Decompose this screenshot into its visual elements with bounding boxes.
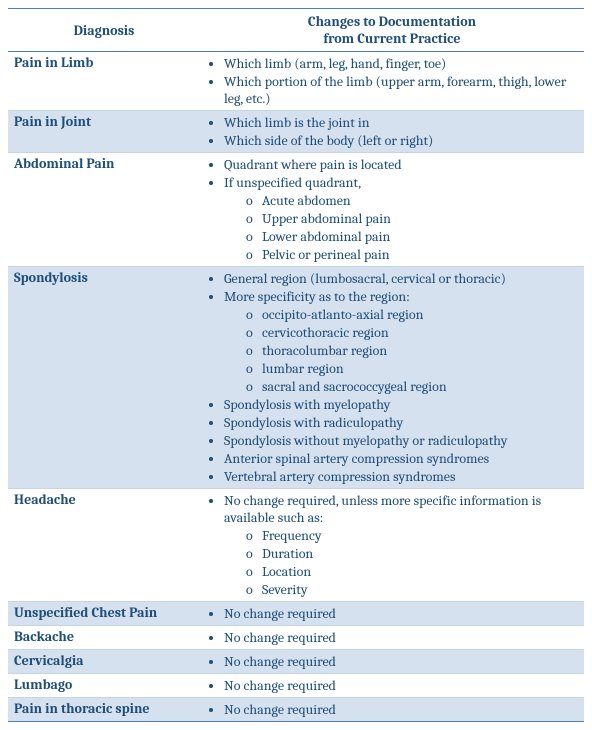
diagnosis-cell: Lumbago: [8, 674, 200, 698]
change-subitem: cervicothoracic region: [246, 324, 574, 341]
header-changes-line2: from Current Practice: [323, 30, 460, 47]
table-row: Backache No change required: [8, 626, 584, 650]
diagnosis-cell: Pain in Joint: [8, 111, 200, 153]
table-body: Pain in Limb Which limb (arm, leg, hand, …: [8, 52, 584, 722]
documentation-changes-table: Diagnosis Changes to Documentation from …: [8, 8, 584, 722]
changes-cell: No change required: [200, 602, 584, 626]
change-bullet: Vertebral artery compression syndromes: [224, 468, 574, 485]
change-bullet: Spondylosis with radiculopathy: [224, 414, 574, 431]
table-row: HeadacheNo change required, unless more …: [8, 489, 584, 602]
diagnosis-cell: Headache: [8, 489, 200, 602]
changes-cell: Which limb (arm, leg, hand, finger, toe)…: [200, 52, 584, 111]
changes-cell: Quadrant where pain is locatedIf unspeci…: [200, 153, 584, 267]
changes-list: General region (lumbosacral, cervical or…: [224, 270, 578, 485]
changes-list: No change required: [224, 653, 578, 670]
change-bullet: Spondylosis with myelopathy: [224, 396, 574, 413]
changes-list: No change required: [224, 677, 578, 694]
table-row: Pain in Limb Which limb (arm, leg, hand, …: [8, 52, 584, 111]
changes-list: Quadrant where pain is locatedIf unspeci…: [224, 156, 578, 263]
change-subitem: Location: [246, 563, 574, 580]
change-subitem: occipito-atlanto-axial region: [246, 306, 574, 323]
change-sublist: occipito-atlanto-axial regioncervicothor…: [246, 306, 574, 395]
changes-list: Which limb (arm, leg, hand, finger, toe)…: [224, 55, 578, 107]
change-bullet: Which side of the body (left or right): [224, 132, 574, 149]
change-subitem: Upper abdominal pain: [246, 210, 574, 227]
change-bullet: Which limb is the joint in: [224, 114, 574, 131]
table-row: Pain in thoracic spine No change required: [8, 698, 584, 722]
change-bullet: Which limb (arm, leg, hand, finger, toe): [224, 55, 574, 72]
diagnosis-cell: Pain in thoracic spine: [8, 698, 200, 722]
change-subitem: Lower abdominal pain: [246, 228, 574, 245]
change-bullet: Which portion of the limb (upper arm, fo…: [224, 73, 574, 107]
changes-cell: No change required: [200, 674, 584, 698]
change-bullet: No change required: [224, 701, 574, 718]
changes-cell: No change required: [200, 698, 584, 722]
change-subitem: sacral and sacrococcygeal region: [246, 378, 574, 395]
change-bullet: Anterior spinal artery compression syndr…: [224, 450, 574, 467]
change-bullet: No change required, unless more specific…: [224, 492, 574, 598]
table-row: Pain in Joint Which limb is the joint inW…: [8, 111, 584, 153]
change-bullet: No change required: [224, 677, 574, 694]
change-bullet: Spondylosis without myelopathy or radicu…: [224, 432, 574, 449]
header-changes: Changes to Documentation from Current Pr…: [200, 9, 584, 52]
table-row: Lumbago No change required: [8, 674, 584, 698]
change-subitem: Acute abdomen: [246, 192, 574, 209]
changes-cell: No change required, unless more specific…: [200, 489, 584, 602]
changes-list: No change required: [224, 605, 578, 622]
changes-list: Which limb is the joint inWhich side of …: [224, 114, 578, 149]
table-row: Unspecified Chest Pain No change required: [8, 602, 584, 626]
change-subitem: Pelvic or perineal pain: [246, 246, 574, 263]
change-bullet: More specificity as to the region:occipi…: [224, 288, 574, 395]
changes-cell: No change required: [200, 650, 584, 674]
change-bullet: Quadrant where pain is located: [224, 156, 574, 173]
table-row: Spondylosis General region (lumbosacral, …: [8, 267, 584, 489]
header-row: Diagnosis Changes to Documentation from …: [8, 9, 584, 52]
change-bullet: No change required: [224, 653, 574, 670]
change-subitem: thoracolumbar region: [246, 342, 574, 359]
changes-cell: General region (lumbosacral, cervical or…: [200, 267, 584, 489]
change-subitem: Duration: [246, 545, 574, 562]
changes-list: No change required: [224, 701, 578, 718]
change-bullet: General region (lumbosacral, cervical or…: [224, 270, 574, 287]
change-subitem: Severity: [246, 581, 574, 598]
changes-cell: No change required: [200, 626, 584, 650]
diagnosis-cell: Pain in Limb: [8, 52, 200, 111]
diagnosis-cell: Cervicalgia: [8, 650, 200, 674]
diagnosis-cell: Unspecified Chest Pain: [8, 602, 200, 626]
diagnosis-cell: Abdominal Pain: [8, 153, 200, 267]
header-diagnosis: Diagnosis: [8, 9, 200, 52]
diagnosis-cell: Backache: [8, 626, 200, 650]
changes-list: No change required, unless more specific…: [224, 492, 578, 598]
table-row: Abdominal PainQuadrant where pain is loc…: [8, 153, 584, 267]
change-bullet: If unspecified quadrant,Acute abdomenUpp…: [224, 174, 574, 263]
diagnosis-cell: Spondylosis: [8, 267, 200, 489]
change-subitem: lumbar region: [246, 360, 574, 377]
header-changes-line1: Changes to Documentation: [308, 13, 476, 30]
change-bullet: No change required: [224, 605, 574, 622]
changes-list: No change required: [224, 629, 578, 646]
change-sublist: FrequencyDurationLocationSeverity: [246, 527, 574, 598]
changes-cell: Which limb is the joint inWhich side of …: [200, 111, 584, 153]
change-subitem: Frequency: [246, 527, 574, 544]
table-row: Cervicalgia No change required: [8, 650, 584, 674]
change-bullet: No change required: [224, 629, 574, 646]
change-sublist: Acute abdomenUpper abdominal painLower a…: [246, 192, 574, 263]
